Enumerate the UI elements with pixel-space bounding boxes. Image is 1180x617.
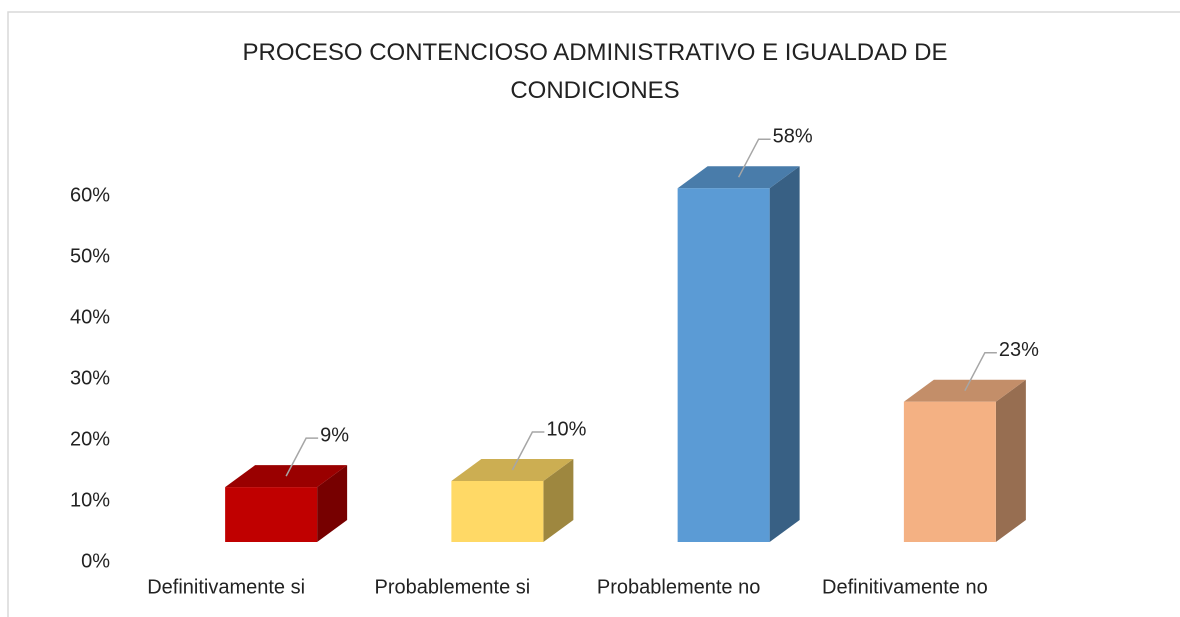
bar-side xyxy=(317,465,348,542)
data-label: 23% xyxy=(999,339,1039,361)
y-tick-label: 50% xyxy=(70,245,110,267)
leader-line xyxy=(285,437,319,477)
chart-frame xyxy=(7,11,1180,617)
bar-side xyxy=(543,459,574,542)
y-tick-label: 30% xyxy=(70,367,110,389)
bar xyxy=(677,188,770,542)
leader-line xyxy=(964,351,997,392)
y-tick-label: 10% xyxy=(70,489,110,511)
bar-side xyxy=(995,379,1026,542)
chart-title: PROCESO CONTENCIOSO ADMINISTRATIVO E IGU… xyxy=(242,39,948,104)
bar xyxy=(451,481,544,542)
y-tick-label: 40% xyxy=(70,306,110,328)
data-label: 58% xyxy=(773,125,813,147)
x-tick-label: Probablemente si xyxy=(375,576,531,598)
x-tick-label: Probablemente no xyxy=(597,576,760,598)
y-tick-label: 60% xyxy=(70,184,110,206)
leader-line xyxy=(737,138,771,178)
bar xyxy=(903,401,996,542)
x-tick-label: Definitivamente no xyxy=(822,576,988,598)
data-label: 10% xyxy=(546,418,586,440)
bar xyxy=(225,487,318,542)
data-label: 9% xyxy=(320,424,349,446)
bar-side xyxy=(769,166,800,542)
y-tick-label: 20% xyxy=(70,428,110,450)
x-tick-label: Definitivamente si xyxy=(147,576,305,598)
leader-line xyxy=(511,431,545,471)
y-tick-label: 0% xyxy=(81,550,110,572)
